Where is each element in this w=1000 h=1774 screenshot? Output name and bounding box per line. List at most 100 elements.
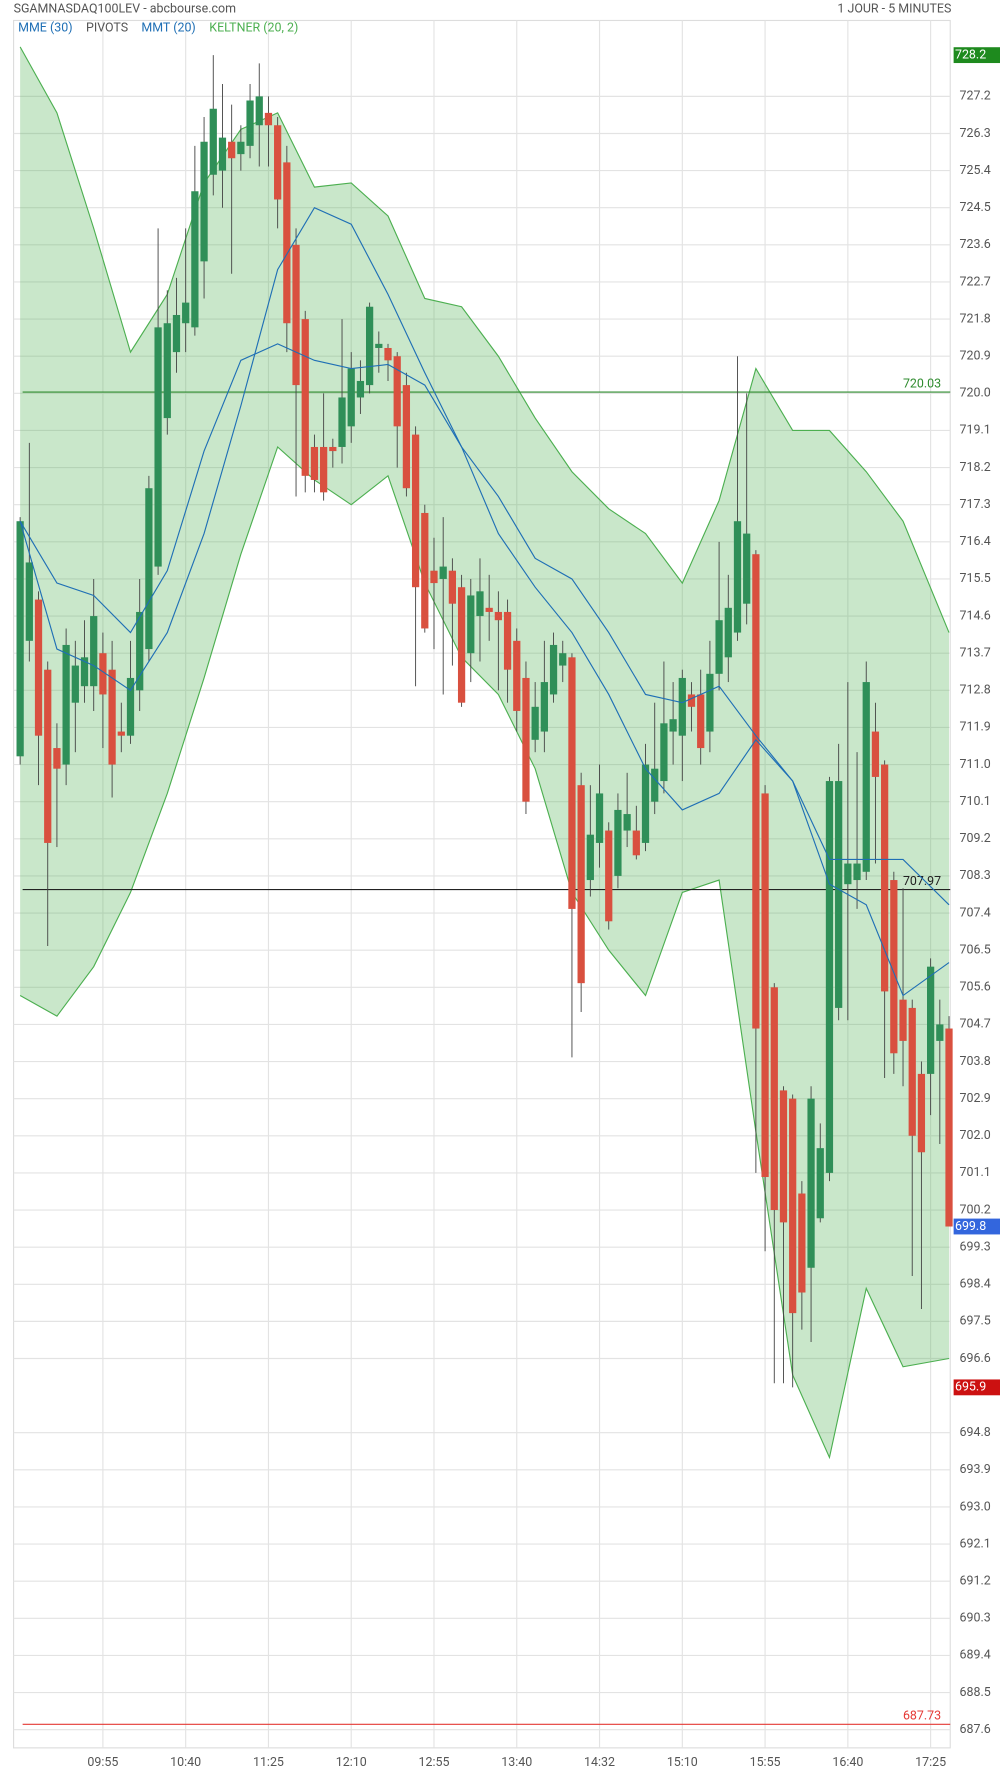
candle-body	[274, 125, 282, 200]
candle-body	[393, 356, 401, 427]
y-tick-label: 704.7	[959, 1017, 990, 1032]
candle-body	[577, 785, 585, 984]
candle-body	[485, 607, 493, 612]
chart-title: SGAMNASDAQ100LEV - abcbourse.com	[14, 1, 237, 16]
y-tick-label: 698.4	[959, 1277, 990, 1292]
y-tick-label: 699.3	[959, 1239, 990, 1254]
legend-item: MME (30)	[18, 21, 72, 36]
candle-body	[559, 653, 567, 666]
candle-body	[16, 521, 24, 757]
candle-body	[816, 1148, 824, 1219]
keltner-upper	[19, 46, 950, 633]
y-tick-label: 711.0	[959, 757, 990, 772]
candle-body	[779, 1090, 788, 1223]
price-marker-label: 699.8	[955, 1219, 986, 1234]
candle-body	[807, 1098, 815, 1268]
plot-frame	[13, 19, 951, 1749]
y-tick-label: 707.4	[959, 905, 990, 920]
y-tick-label: 711.9	[959, 720, 990, 735]
candle-body	[522, 677, 530, 802]
x-tick-label: 15:10	[667, 1755, 698, 1770]
candle-body	[549, 644, 558, 695]
y-tick-label: 719.1	[959, 423, 990, 438]
candle-body	[448, 570, 457, 604]
candle-body	[669, 719, 677, 732]
y-tick-label: 713.7	[959, 645, 990, 660]
y-tick-label: 689.4	[959, 1648, 990, 1663]
candle-body	[53, 748, 61, 769]
candle-body	[752, 554, 760, 1029]
y-tick-label: 722.7	[959, 274, 990, 289]
y-tick-label: 715.5	[959, 571, 990, 586]
candle-body	[853, 863, 861, 881]
candle-body	[90, 616, 98, 687]
candle-body	[503, 611, 512, 670]
x-tick-label: 15:55	[750, 1755, 781, 1770]
candle-body	[632, 830, 640, 856]
candle-body	[770, 987, 778, 1211]
candle-body	[182, 302, 190, 324]
candle-body	[430, 570, 438, 584]
candle-body	[871, 731, 880, 777]
legend-item: MMT (20)	[141, 21, 195, 36]
keltner-lower	[19, 445, 950, 1460]
candle-body	[136, 611, 144, 691]
price-marker	[953, 1218, 1000, 1235]
candle-body	[126, 677, 135, 736]
candle-body	[568, 657, 576, 909]
candle-body	[237, 141, 245, 155]
candle-body	[743, 533, 751, 604]
candle-body	[789, 1098, 797, 1314]
candle-body	[117, 731, 125, 736]
candle-body	[825, 781, 834, 1173]
candle-body	[908, 1007, 916, 1136]
pivot-label: 707.97	[903, 874, 941, 889]
candle-body	[145, 488, 153, 650]
candle-body	[301, 319, 309, 476]
candle-body	[44, 669, 52, 843]
candle-body	[329, 446, 337, 452]
x-tick-label: 12:10	[336, 1755, 367, 1770]
y-tick-label: 702.0	[959, 1128, 990, 1143]
y-tick-label: 693.0	[959, 1499, 990, 1514]
candle-body	[733, 521, 742, 633]
y-tick-label: 717.3	[959, 497, 990, 512]
candle-body	[320, 446, 328, 493]
legend-item: KELTNER (20, 2)	[209, 21, 298, 36]
candle-body	[218, 137, 227, 171]
candle-body	[375, 343, 383, 348]
y-tick-label: 701.1	[959, 1165, 990, 1180]
candle-body	[494, 611, 502, 621]
candle-body	[292, 244, 300, 386]
candle-body	[246, 100, 254, 146]
y-tick-label: 692.1	[959, 1536, 990, 1551]
candle-body	[476, 591, 484, 617]
price-marker	[953, 47, 1000, 64]
y-tick-label: 706.5	[959, 942, 990, 957]
candle-body	[365, 306, 374, 386]
candle-body	[513, 640, 521, 711]
y-tick-label: 703.8	[959, 1054, 990, 1069]
candle-body	[264, 112, 273, 126]
candle-body	[724, 607, 732, 658]
y-tick-label: 718.2	[959, 460, 990, 475]
x-tick-label: 12:55	[419, 1755, 450, 1770]
ma-line	[19, 343, 950, 906]
candle-body	[25, 562, 33, 641]
legend-item: PIVOTS	[86, 21, 128, 36]
candle-body	[255, 96, 263, 126]
y-tick-label: 690.3	[959, 1611, 990, 1626]
candle-body	[798, 1193, 806, 1293]
candle-body	[890, 880, 898, 1054]
y-tick-label: 727.2	[959, 89, 990, 104]
chart-subtitle: 1 JOUR - 5 MINUTES	[837, 1, 951, 16]
candle-body	[614, 809, 622, 876]
y-tick-label: 697.5	[959, 1314, 990, 1329]
candle-body	[697, 694, 705, 749]
y-tick-label: 700.2	[959, 1202, 990, 1217]
candle-body	[71, 665, 79, 703]
y-tick-label: 696.6	[959, 1351, 990, 1366]
y-tick-label: 709.2	[959, 831, 990, 846]
candle-body	[651, 768, 659, 802]
